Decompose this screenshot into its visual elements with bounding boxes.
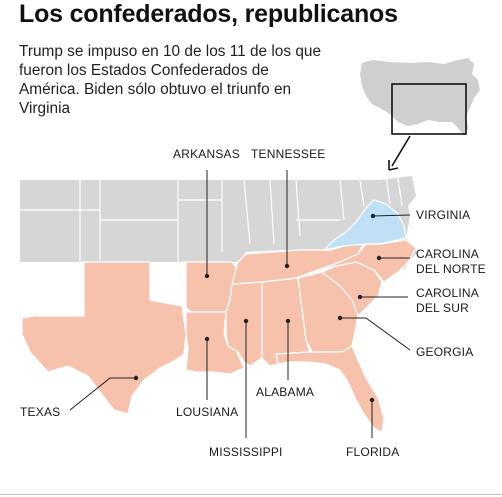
inset-arrow-line bbox=[391, 135, 411, 167]
inset-us-shape bbox=[360, 58, 480, 136]
state-florida[interactable] bbox=[275, 345, 385, 433]
state-texas[interactable] bbox=[21, 261, 187, 415]
inset-label: EE UU bbox=[398, 47, 433, 59]
leader-georgia bbox=[340, 317, 411, 351]
label-georgia: GEORGIA bbox=[416, 345, 473, 359]
leader-lines bbox=[69, 170, 411, 438]
state-louisiana[interactable] bbox=[185, 311, 245, 375]
state-north-carolina[interactable] bbox=[317, 239, 417, 283]
southern-states bbox=[21, 199, 417, 433]
state-borders bbox=[20, 175, 403, 262]
label-texas: TEXAS bbox=[20, 405, 60, 419]
label-south-carolina: CAROLINA DEL SUR bbox=[416, 286, 479, 315]
label-virginia: VIRGINIA bbox=[416, 208, 470, 222]
label-alabama: ALABAMA bbox=[256, 385, 314, 399]
inset-focus-box bbox=[391, 83, 467, 135]
label-north-carolina: CAROLINA DEL NORTE bbox=[416, 247, 486, 276]
label-arkansas: ARKANSAS bbox=[173, 147, 240, 161]
northern-us-background bbox=[20, 176, 418, 270]
leader-virginia bbox=[372, 214, 411, 217]
label-tennessee: TENNESSEE bbox=[251, 147, 326, 161]
label-florida: FLORIDA bbox=[346, 445, 399, 459]
bottom-divider bbox=[0, 494, 502, 495]
label-mississippi: MISSISSIPPI bbox=[209, 445, 283, 459]
intro-text: Trump se impuso en 10 de los 11 de los q… bbox=[19, 43, 322, 117]
label-louisiana: LOUSIANA bbox=[176, 405, 238, 419]
map-title: Los confederados, republicanos bbox=[19, 0, 398, 28]
leader-texas bbox=[69, 377, 136, 411]
inset-map: EE UU bbox=[360, 47, 480, 171]
state-labels: VIRGINIA CAROLINA DEL NORTE CAROLINA DEL S… bbox=[20, 147, 486, 459]
base-states bbox=[20, 175, 418, 270]
state-virginia[interactable] bbox=[323, 199, 407, 251]
inset-arrow-head bbox=[388, 160, 399, 171]
